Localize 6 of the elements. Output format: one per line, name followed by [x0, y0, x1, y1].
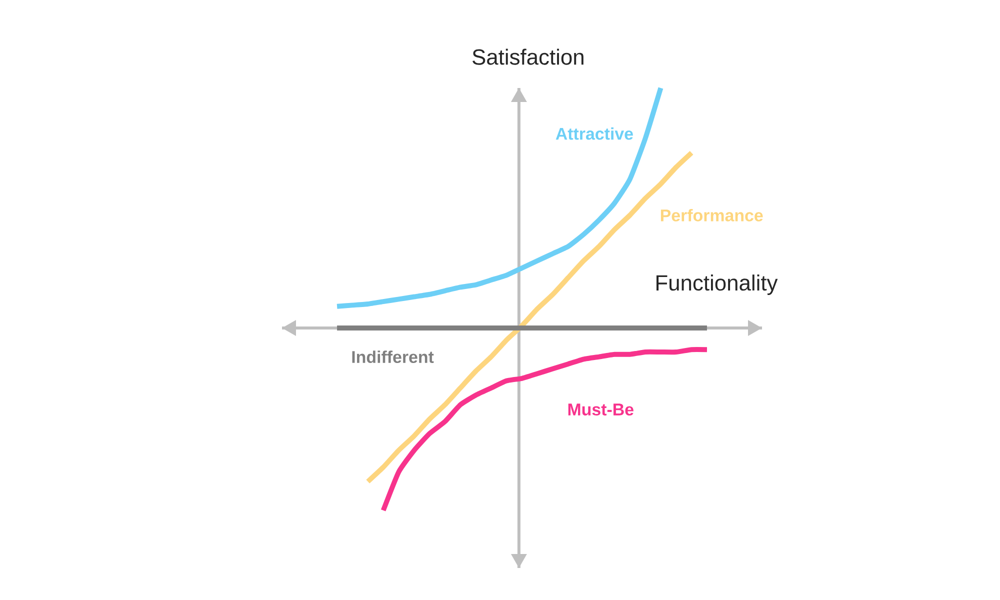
x-axis-title: Functionality [656, 274, 778, 295]
series-label: Indifferent [352, 350, 434, 364]
series-label: Attractive [556, 127, 633, 140]
text: Must-Be [568, 404, 634, 416]
y-axis-title: Satisfaction [472, 48, 584, 65]
series-label: Performance [660, 208, 763, 222]
